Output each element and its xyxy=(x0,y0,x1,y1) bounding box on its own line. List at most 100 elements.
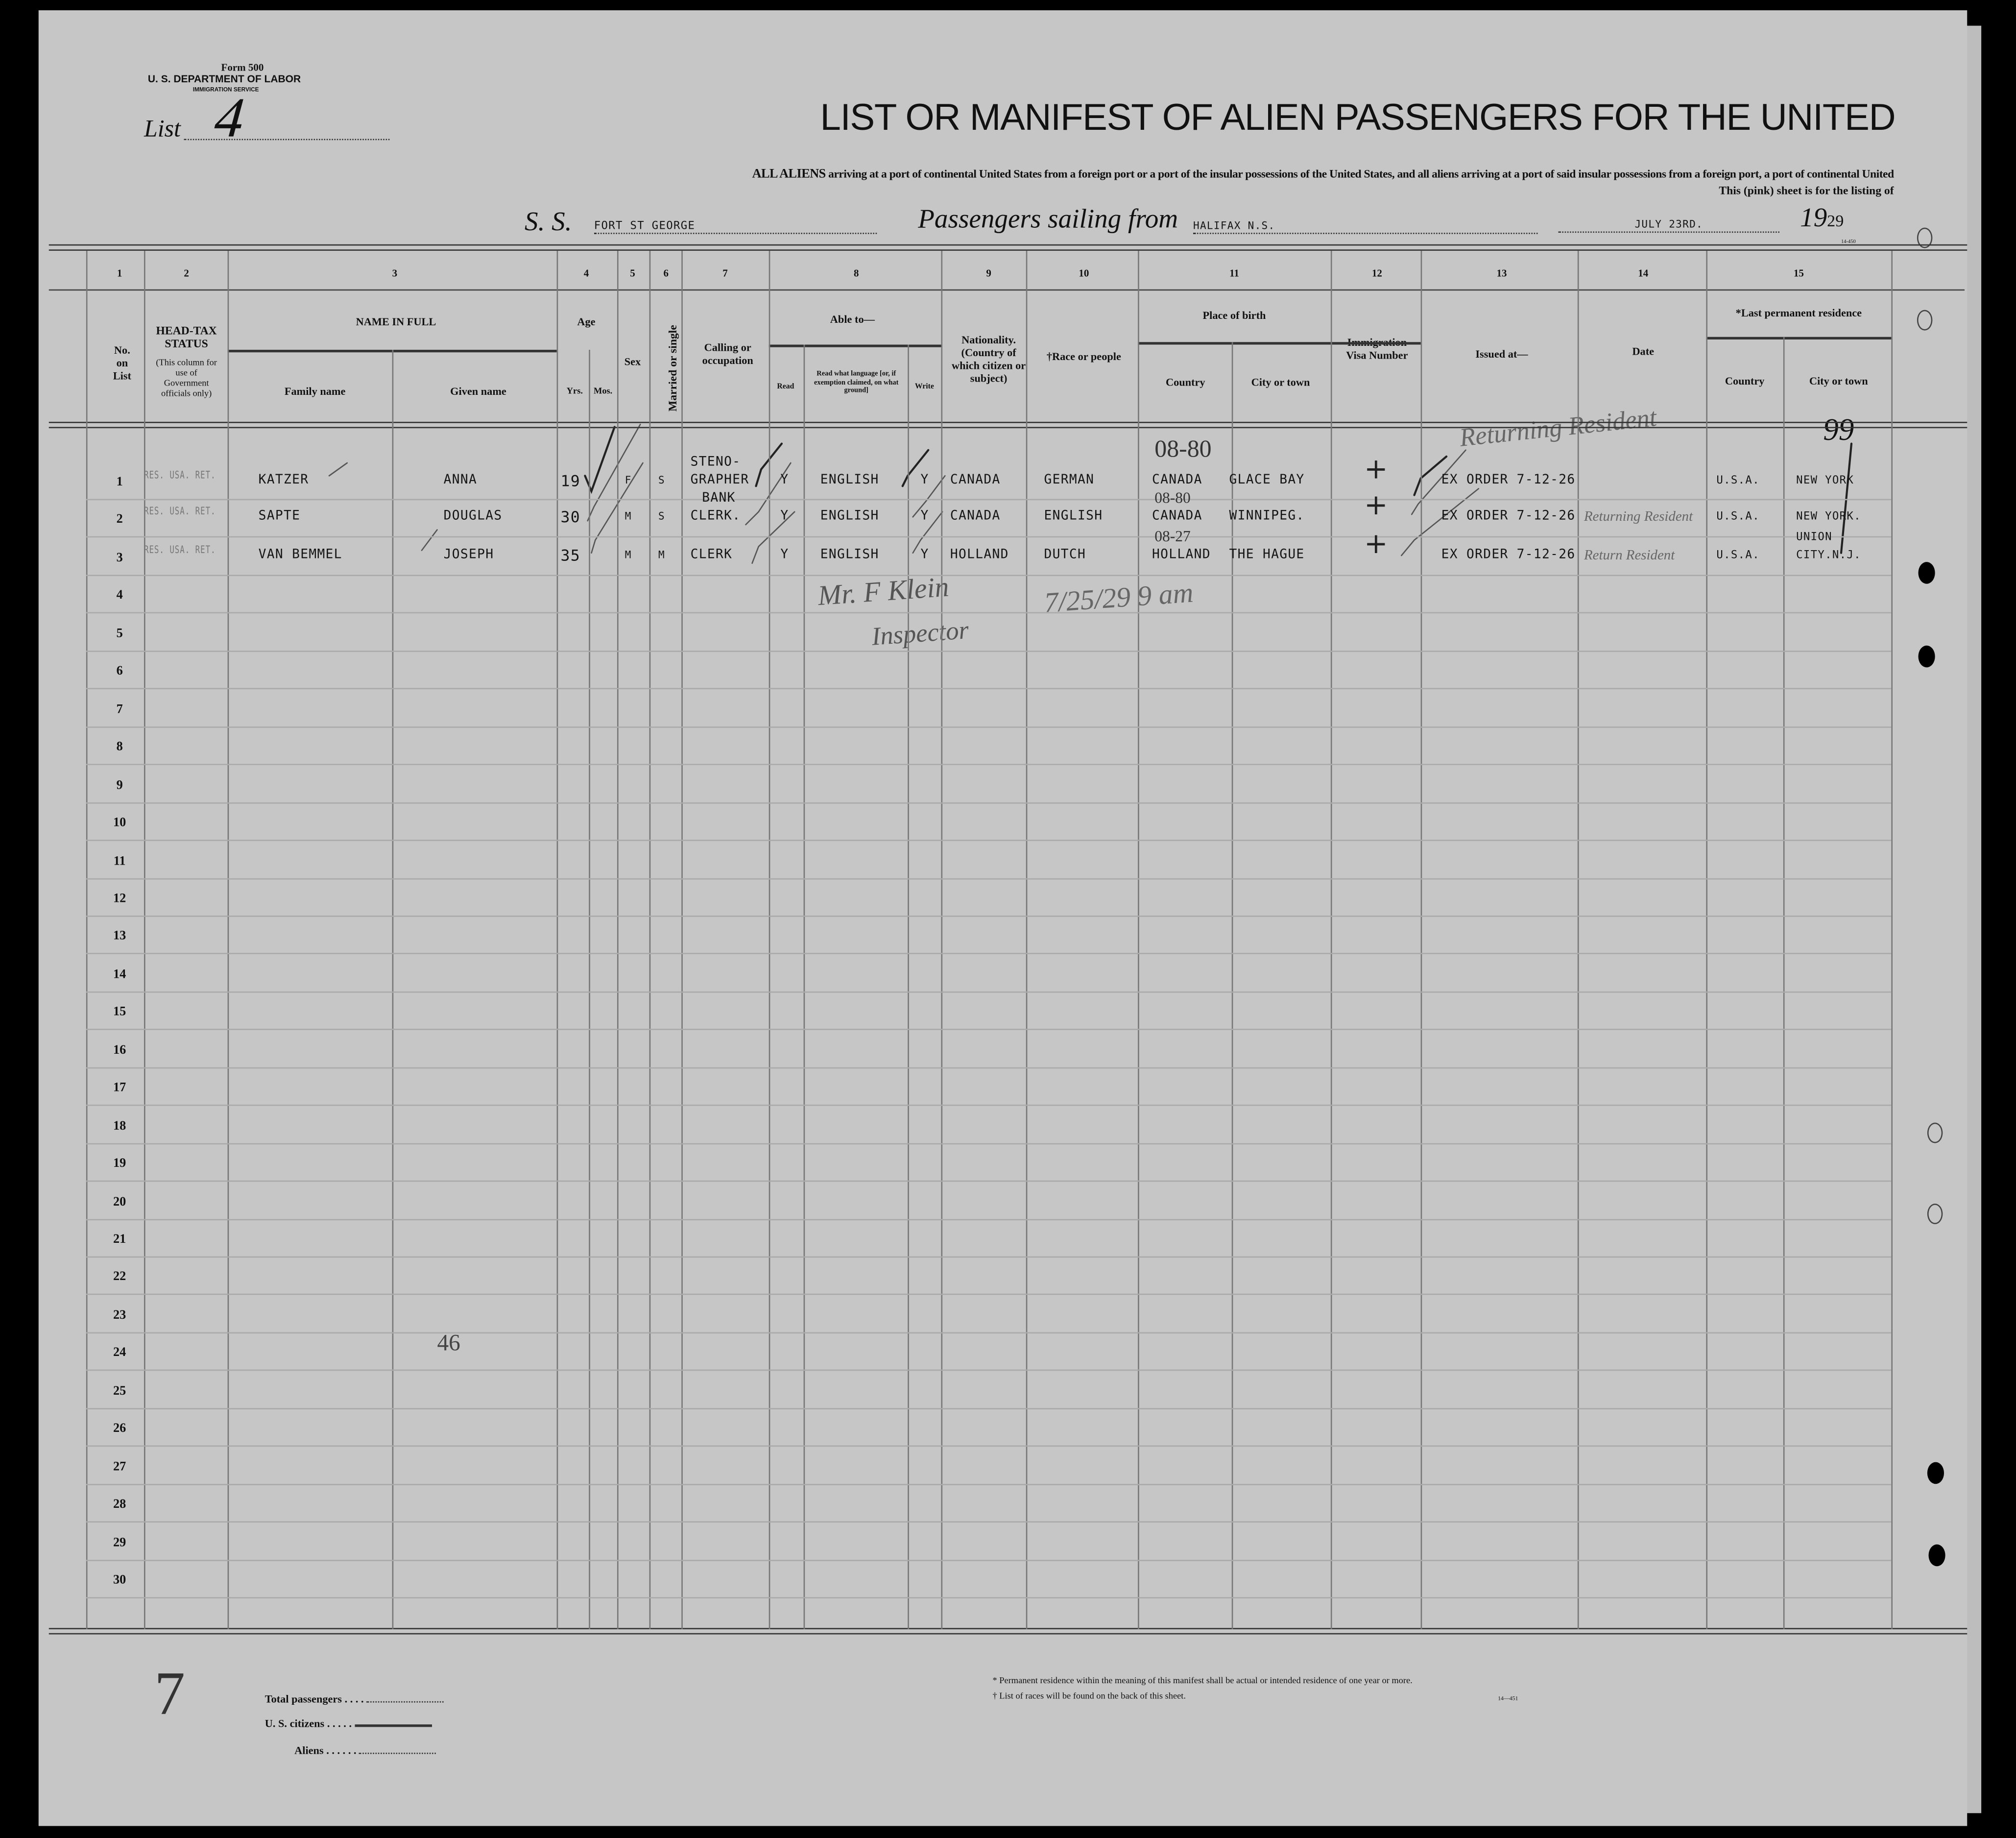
margin-mark: 7 xyxy=(154,1660,185,1728)
rule-place-of-birth xyxy=(1138,342,1421,345)
header-last-residence: *Last permanent residence xyxy=(1735,306,1862,319)
column-rule xyxy=(1026,250,1028,1629)
row-rule xyxy=(86,688,1892,690)
residence-city: NEW YORK. xyxy=(1796,510,1861,524)
column-number: 15 xyxy=(1793,267,1804,279)
column-number: 8 xyxy=(854,267,859,279)
given-name: DOUGLAS xyxy=(443,509,503,524)
nationality: CANADA xyxy=(950,473,1001,487)
year: 1929 xyxy=(1800,202,1844,233)
row-rule xyxy=(86,1029,1892,1031)
birth-city: GLACE BAY xyxy=(1229,473,1305,487)
column-number: 1 xyxy=(117,267,122,279)
header-calling: Calling or occupation xyxy=(702,340,753,367)
row-rule xyxy=(86,1370,1892,1372)
row-rule xyxy=(86,840,1892,841)
column-rule xyxy=(768,250,770,1629)
column-number: 2 xyxy=(184,267,189,279)
head-tax-status: RES. USA. RET. xyxy=(144,505,216,517)
sub-column-rule xyxy=(1783,337,1785,1629)
row-rule xyxy=(86,1142,1892,1144)
rule-column-numbers xyxy=(48,289,1965,291)
header-head-tax: HEAD-TAX STATUS xyxy=(156,324,217,350)
header-nationality: Nationality. (Country of which citizen o… xyxy=(951,333,1026,385)
row-rule xyxy=(86,1067,1892,1068)
sub-column-rule xyxy=(803,344,805,1629)
service: IMMIGRATION SERVICE xyxy=(192,86,259,93)
birth-city: WINNIPEG. xyxy=(1229,509,1305,524)
row-number: 16 xyxy=(113,1043,126,1058)
age-years: 30 xyxy=(560,508,581,526)
note-returning-resident-3: Return Resident xyxy=(1584,548,1675,563)
check-mark-icon xyxy=(1411,449,1466,515)
column-rule xyxy=(556,250,558,1629)
age-years: 19 xyxy=(560,472,581,490)
column-number: 12 xyxy=(1371,267,1382,279)
row-number: 24 xyxy=(113,1346,126,1360)
header-res-city: City or town xyxy=(1809,374,1868,387)
binder-hole xyxy=(1927,1204,1943,1224)
occupation-line-1: BANK xyxy=(702,491,736,506)
check-mark-icon xyxy=(328,462,348,477)
row-rule xyxy=(86,1407,1892,1409)
occupation: GRAPHER xyxy=(690,473,749,487)
footnote-permanent-residence: * Permanent residence within the meaning… xyxy=(992,1675,1413,1686)
sub-column-rule xyxy=(589,350,590,1629)
header-yrs: Yrs. xyxy=(566,386,583,396)
can-read: Y xyxy=(780,473,789,487)
row-number: 27 xyxy=(113,1459,126,1474)
check-mark-icon xyxy=(1400,488,1480,556)
column-rule xyxy=(1706,250,1707,1629)
column-rule xyxy=(941,250,943,1629)
nationality: HOLLAND xyxy=(950,548,1009,562)
issued-at: EX ORDER 7-12-26 xyxy=(1441,548,1576,562)
column-number: 3 xyxy=(392,267,398,279)
marital-status: M xyxy=(658,549,665,561)
birth-note: 08-80 xyxy=(1154,435,1212,463)
check-mark-icon xyxy=(591,462,644,554)
residence-city: CITY.N.J. xyxy=(1796,549,1861,562)
visa-mark: + xyxy=(1364,454,1388,486)
residence-country: U.S.A. xyxy=(1716,549,1760,562)
birth-country: CANADA xyxy=(1152,509,1202,524)
visa-mark: + xyxy=(1364,490,1388,522)
header-birth-country: Country xyxy=(1165,375,1205,388)
row-number: 10 xyxy=(113,816,126,830)
can-read: Y xyxy=(780,509,789,524)
column-number: 7 xyxy=(722,267,728,279)
head-tax-status: RES. USA. RET. xyxy=(144,469,216,481)
subtitle-line-1: ALL ALIENS arriving at a port of contine… xyxy=(752,167,1895,182)
column-number: 10 xyxy=(1079,267,1089,279)
manifest-sheet xyxy=(38,10,1968,1826)
column-rule xyxy=(649,250,651,1629)
row-rule xyxy=(86,915,1892,917)
birth-note: 08-80 xyxy=(1154,488,1191,507)
race: DUTCH xyxy=(1044,548,1086,562)
row-rule xyxy=(86,536,1892,538)
subtitle-line-2: This (pink) sheet is for the listing of xyxy=(1719,184,1894,197)
header-write: Write xyxy=(914,383,934,391)
total-passengers-label: Total passengers . . . . xyxy=(265,1693,444,1705)
row-rule xyxy=(86,1446,1892,1447)
sub-column-rule xyxy=(1231,342,1233,1629)
marital-status: S xyxy=(658,474,665,486)
header-no-on-list: No. on List xyxy=(113,343,131,382)
header-head-tax-note: (This column for use of Government offic… xyxy=(156,357,217,399)
list-number-line xyxy=(184,139,390,141)
form-number: Form 500 xyxy=(221,62,264,73)
double-rule-bottom xyxy=(48,1628,1968,1635)
column-number: 13 xyxy=(1496,267,1507,279)
header-read-language: Read what language [or, if exemption cla… xyxy=(814,370,899,395)
header-race: †Race or people xyxy=(1046,350,1121,363)
header-birth-city: City or town xyxy=(1251,375,1310,388)
visa-mark: + xyxy=(1364,528,1388,561)
column-number: 4 xyxy=(583,267,589,279)
count-mark: 99 xyxy=(1823,414,1854,448)
page-title: LIST OR MANIFEST OF ALIEN PASSENGERS FOR… xyxy=(820,97,1896,139)
aliens-label: Aliens . . . . . . xyxy=(294,1744,436,1757)
row-number: 14 xyxy=(113,967,126,982)
row-rule xyxy=(86,650,1892,652)
birth-country: CANADA xyxy=(1152,473,1202,487)
